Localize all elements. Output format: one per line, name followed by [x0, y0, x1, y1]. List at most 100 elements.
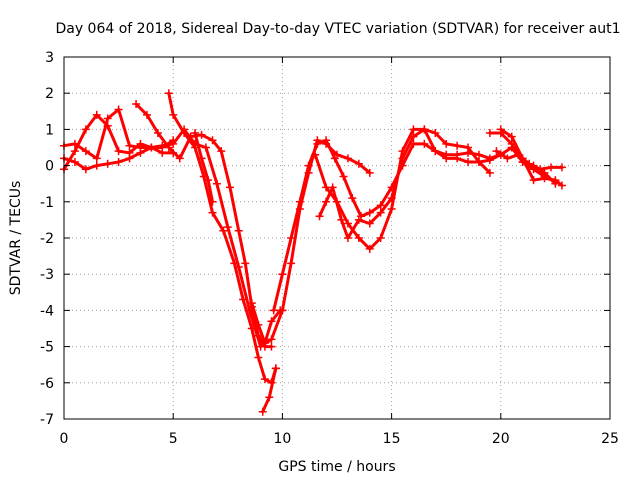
data-point — [247, 324, 256, 333]
data-point — [442, 139, 451, 148]
data-point — [136, 148, 145, 157]
data-point — [175, 154, 184, 163]
series-satellite-arc-8 — [258, 364, 280, 416]
data-point — [492, 147, 501, 156]
series-satellite-arc-15 — [496, 125, 566, 190]
y-tick-label: 2 — [45, 86, 54, 102]
y-tick-label: -2 — [40, 231, 54, 247]
data-point — [265, 393, 274, 402]
data-point — [269, 306, 278, 315]
data-point — [234, 226, 243, 235]
data-point — [158, 141, 167, 150]
data-point — [453, 154, 462, 163]
data-point — [208, 197, 217, 206]
data-point — [212, 179, 221, 188]
data-point — [81, 125, 90, 134]
y-tick-label: 3 — [45, 50, 54, 66]
data-point — [474, 157, 483, 166]
data-point — [337, 215, 346, 224]
data-point — [343, 234, 352, 242]
data-point — [540, 174, 549, 183]
y-tick-label: 0 — [45, 159, 54, 175]
data-point — [354, 215, 363, 224]
data-point — [169, 139, 178, 148]
series-satellite-arc-12 — [315, 125, 494, 242]
data-point — [267, 317, 276, 326]
data-point — [70, 157, 79, 166]
data-point — [208, 136, 217, 145]
data-point — [536, 165, 545, 174]
data-point — [387, 194, 396, 203]
data-point — [191, 129, 200, 138]
data-point — [180, 129, 189, 138]
data-point — [132, 100, 141, 109]
data-point — [103, 159, 112, 168]
data-point — [92, 161, 101, 170]
data-point — [322, 197, 331, 206]
x-tick-label: 20 — [492, 431, 510, 447]
data-point — [387, 205, 396, 214]
y-axis-label: SDTVAR / TECUs — [8, 181, 24, 296]
data-point — [287, 259, 296, 268]
data-point — [322, 139, 331, 148]
series-satellite-arc-4 — [132, 100, 276, 351]
data-point — [254, 353, 263, 362]
data-point — [247, 299, 256, 308]
series-satellite-arc-14 — [492, 147, 566, 174]
data-point — [197, 130, 206, 139]
data-point — [258, 407, 267, 416]
y-tick-label: -3 — [40, 267, 54, 283]
axis-ticks: 0 5 10 15 20 25 -7 -6 -5 -4 -3 -2 -1 0 1 2 3 — [40, 50, 619, 447]
data-point — [114, 157, 123, 166]
data-point — [333, 150, 341, 159]
series-layer — [60, 89, 566, 416]
data-point — [125, 141, 134, 150]
data-point — [453, 141, 462, 150]
x-tick-label: 15 — [383, 431, 401, 447]
data-point — [114, 105, 123, 114]
data-point — [197, 154, 206, 163]
data-point — [81, 147, 90, 156]
data-point — [557, 181, 566, 190]
data-point — [485, 129, 494, 138]
data-point — [81, 165, 90, 174]
data-point — [278, 306, 287, 315]
data-point — [311, 150, 320, 159]
data-point — [267, 335, 276, 344]
data-point — [431, 147, 440, 156]
data-point — [114, 147, 123, 156]
series-satellite-arc-5 — [164, 89, 280, 387]
data-point — [217, 147, 226, 156]
series-satellite-arc-6 — [191, 129, 217, 206]
data-point — [529, 176, 538, 185]
y-tick-label: -7 — [40, 412, 54, 428]
data-point — [503, 154, 512, 163]
data-point — [557, 163, 566, 172]
data-point — [239, 295, 248, 304]
y-tick-label: 1 — [45, 122, 54, 138]
data-point — [278, 270, 287, 279]
data-point — [354, 234, 363, 242]
y-tick-label: -4 — [40, 303, 54, 319]
y-tick-label: -5 — [40, 340, 54, 356]
y-tick-label: -1 — [40, 195, 54, 211]
data-point — [365, 244, 374, 253]
series-line — [193, 131, 214, 204]
chart-title: Day 064 of 2018, Sidereal Day-to-day VTE… — [55, 21, 620, 37]
data-point — [485, 168, 494, 177]
data-point — [225, 183, 234, 192]
data-point — [260, 338, 269, 347]
data-point — [420, 139, 429, 148]
data-point — [518, 154, 527, 163]
data-point — [315, 212, 324, 221]
data-point — [254, 320, 263, 329]
data-point — [92, 154, 101, 163]
data-point — [551, 176, 560, 185]
data-point — [442, 154, 451, 163]
data-point — [376, 234, 385, 242]
data-point — [343, 154, 352, 163]
data-point — [267, 342, 276, 351]
data-point — [230, 259, 239, 268]
data-point — [295, 205, 304, 214]
